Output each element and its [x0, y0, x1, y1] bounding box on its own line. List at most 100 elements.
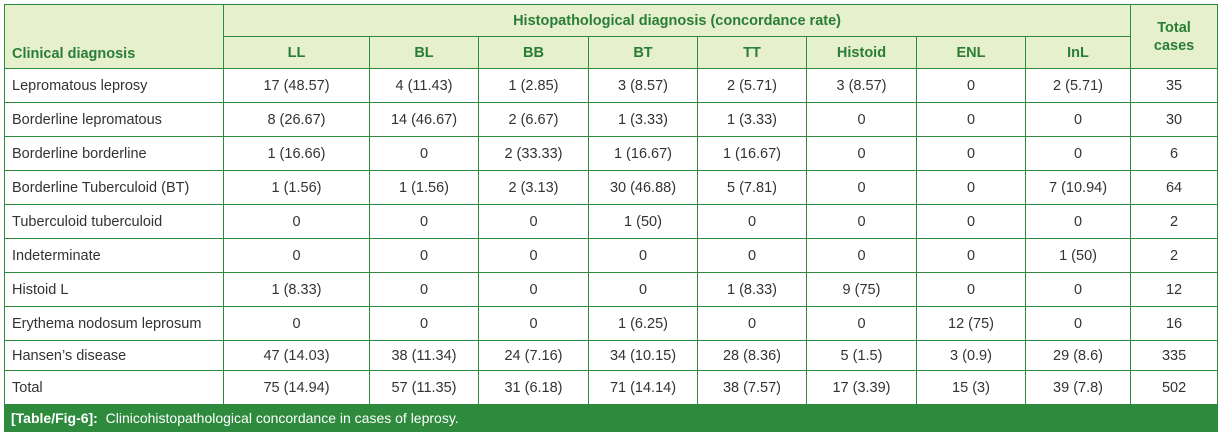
- table-cell: 1 (16.67): [588, 136, 698, 171]
- table-cell: 17 (48.57): [223, 68, 370, 103]
- table-cell: 1 (8.33): [223, 272, 370, 307]
- table-figure: Clinical diagnosis Histopathological dia…: [3, 4, 1219, 432]
- table-cell: 1 (2.85): [478, 68, 589, 103]
- table-cell: 0: [223, 306, 370, 341]
- table-cell: 0: [478, 238, 589, 273]
- table-row: Borderline lepromatous 8 (26.67) 14 (46.67…: [4, 102, 1219, 137]
- table-cell: 0: [916, 68, 1026, 103]
- clinical-diagnosis-header: Clinical diagnosis: [4, 4, 224, 69]
- row-label: Histoid L: [4, 272, 224, 307]
- table-cell: 0: [369, 136, 479, 171]
- row-total: 64: [1130, 170, 1219, 205]
- table-row: Erythema nodosum leprosum 0 0 0 1 (6.25) 0 0 12…: [4, 306, 1219, 341]
- row-total: 6: [1130, 136, 1219, 171]
- table-cell: 1 (50): [588, 204, 698, 239]
- total-header-line1: Total: [1157, 19, 1191, 36]
- table-cell: 0: [806, 306, 917, 341]
- caption-text: Clinicohistopathological concordance in …: [105, 410, 459, 426]
- row-total: 2: [1130, 204, 1219, 239]
- table-cell: 1 (50): [1024, 238, 1132, 273]
- table-cell: 31 (6.18): [478, 370, 589, 405]
- table-cell: 1 (8.33): [697, 272, 807, 307]
- total-cases-header: Total cases: [1130, 4, 1219, 69]
- table-cell: 3 (8.57): [806, 68, 917, 103]
- row-total: 2: [1130, 238, 1219, 273]
- table-cell: 12 (75): [916, 306, 1026, 341]
- table-cell: 0: [223, 238, 370, 273]
- table-cell: 1 (1.56): [223, 170, 370, 205]
- table-cell: 0: [806, 204, 917, 239]
- column-header: BL: [369, 36, 479, 69]
- table-cell: 39 (7.8): [1024, 370, 1132, 405]
- histopathological-group-header: Histopathological diagnosis (concordance…: [222, 4, 1132, 37]
- table-cell: 9 (75): [806, 272, 917, 307]
- table-cell: 0: [806, 170, 917, 205]
- table-cell: 3 (8.57): [588, 68, 698, 103]
- table-cell: 0: [1024, 102, 1132, 137]
- table-cell: 7 (10.94): [1024, 170, 1132, 205]
- table-cell: 29 (8.6): [1024, 340, 1132, 371]
- row-total: 335: [1130, 340, 1219, 371]
- row-total: 12: [1130, 272, 1219, 307]
- table-cell: 2 (33.33): [478, 136, 589, 171]
- column-header: InL: [1024, 36, 1132, 69]
- table-row: Borderline borderline 1 (16.66) 0 2 (33.33)…: [4, 136, 1219, 171]
- column-header: ENL: [916, 36, 1026, 69]
- table-cell: 2 (5.71): [1024, 68, 1132, 103]
- table-cell: 4 (11.43): [369, 68, 479, 103]
- row-label: Hansen’s disease: [4, 340, 224, 371]
- row-total: 16: [1130, 306, 1219, 341]
- table-cell: 0: [369, 204, 479, 239]
- row-total: 35: [1130, 68, 1219, 103]
- row-label: Total: [4, 370, 224, 405]
- table-cell: 0: [916, 204, 1026, 239]
- table-row: Total 75 (14.94) 57 (11.35) 31 (6.18) 71 (14…: [4, 370, 1219, 405]
- table-cell: 2 (5.71): [697, 68, 807, 103]
- table-cell: 5 (7.81): [697, 170, 807, 205]
- table-cell: 1 (1.56): [369, 170, 479, 205]
- table-cell: 1 (3.33): [697, 102, 807, 137]
- table-cell: 24 (7.16): [478, 340, 589, 371]
- table-cell: 38 (11.34): [369, 340, 479, 371]
- table-cell: 0: [806, 238, 917, 273]
- table-cell: 0: [478, 272, 589, 307]
- table-cell: 57 (11.35): [369, 370, 479, 405]
- table-cell: 0: [369, 306, 479, 341]
- concordance-table: Clinical diagnosis Histopathological dia…: [3, 4, 1219, 432]
- table-row: Borderline Tuberculoid (BT) 1 (1.56) 1 (1.…: [4, 170, 1219, 205]
- table-cell: 0: [588, 238, 698, 273]
- total-header-line2: cases: [1153, 37, 1195, 54]
- table-cell: 0: [1024, 272, 1132, 307]
- column-header: BB: [478, 36, 589, 69]
- column-header: TT: [697, 36, 807, 69]
- table-row: Indeterminate 0 0 0 0 0 0 0 1 (50) 2: [4, 238, 1219, 273]
- table-cell: 30 (46.88): [588, 170, 698, 205]
- row-total: 30: [1130, 102, 1219, 137]
- table-cell: 0: [588, 272, 698, 307]
- table-cell: 28 (8.36): [697, 340, 807, 371]
- table-cell: 0: [697, 204, 807, 239]
- table-cell: 38 (7.57): [697, 370, 807, 405]
- table-cell: 1 (6.25): [588, 306, 698, 341]
- table-caption: [Table/Fig-6]: Clinicohistopathological …: [3, 404, 1219, 432]
- row-label: Tuberculoid tuberculoid: [4, 204, 224, 239]
- table-row: Hansen’s disease 47 (14.03) 38 (11.34) 24 (…: [4, 340, 1219, 371]
- table-cell: 8 (26.67): [223, 102, 370, 137]
- table-cell: 17 (3.39): [806, 370, 917, 405]
- column-header: Histoid: [806, 36, 917, 69]
- row-label: Borderline lepromatous: [4, 102, 224, 137]
- table-row: Lepromatous leprosy 17 (48.57) 4 (11.43) 1 …: [4, 68, 1219, 103]
- table-cell: 0: [478, 306, 589, 341]
- table-cell: 0: [806, 136, 917, 171]
- caption-tag: [Table/Fig-6]:: [11, 410, 98, 426]
- table-cell: 0: [1024, 306, 1132, 341]
- table-header: Clinical diagnosis Histopathological dia…: [4, 4, 1219, 69]
- table-cell: 0: [916, 170, 1026, 205]
- table-cell: 0: [916, 136, 1026, 171]
- row-label: Lepromatous leprosy: [4, 68, 224, 103]
- table-cell: 14 (46.67): [369, 102, 479, 137]
- table-cell: 34 (10.15): [588, 340, 698, 371]
- table-cell: 1 (3.33): [588, 102, 698, 137]
- table-cell: 3 (0.9): [916, 340, 1026, 371]
